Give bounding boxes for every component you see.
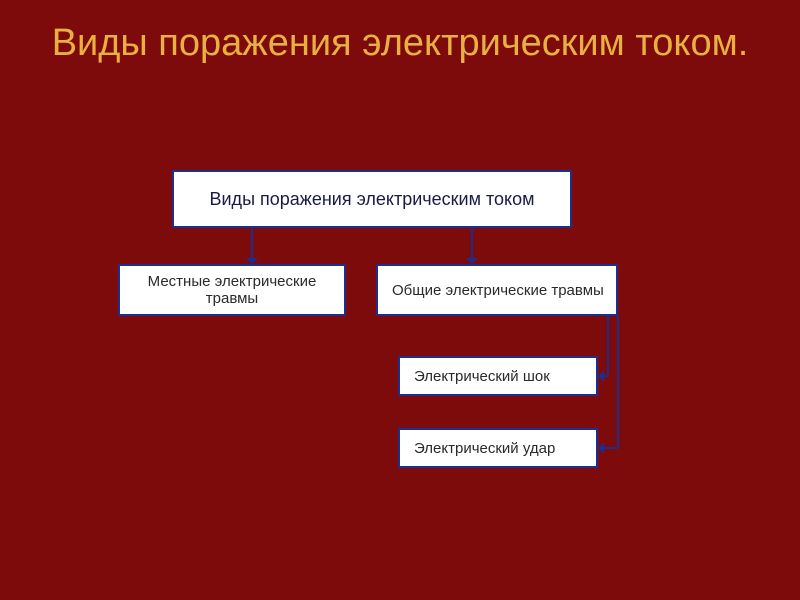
node-strike-label: Электрический удар — [414, 440, 555, 457]
node-general-label: Общие электрические травмы — [392, 282, 604, 299]
node-root-label: Виды поражения электрическим током — [210, 189, 535, 210]
slide-title-text: Виды поражения электрическим током. — [52, 22, 749, 64]
node-local-label: Местные электрические травмы — [128, 273, 336, 307]
node-local-injuries: Местные электрические травмы — [118, 264, 346, 316]
node-electric-shock: Электрический шок — [398, 356, 598, 396]
slide-title: Виды поражения электрическим током. — [0, 22, 800, 66]
node-general-injuries: Общие электрические травмы — [376, 264, 618, 316]
node-root: Виды поражения электрическим током — [172, 170, 572, 228]
node-shock-label: Электрический шок — [414, 368, 550, 385]
node-electric-strike: Электрический удар — [398, 428, 598, 468]
